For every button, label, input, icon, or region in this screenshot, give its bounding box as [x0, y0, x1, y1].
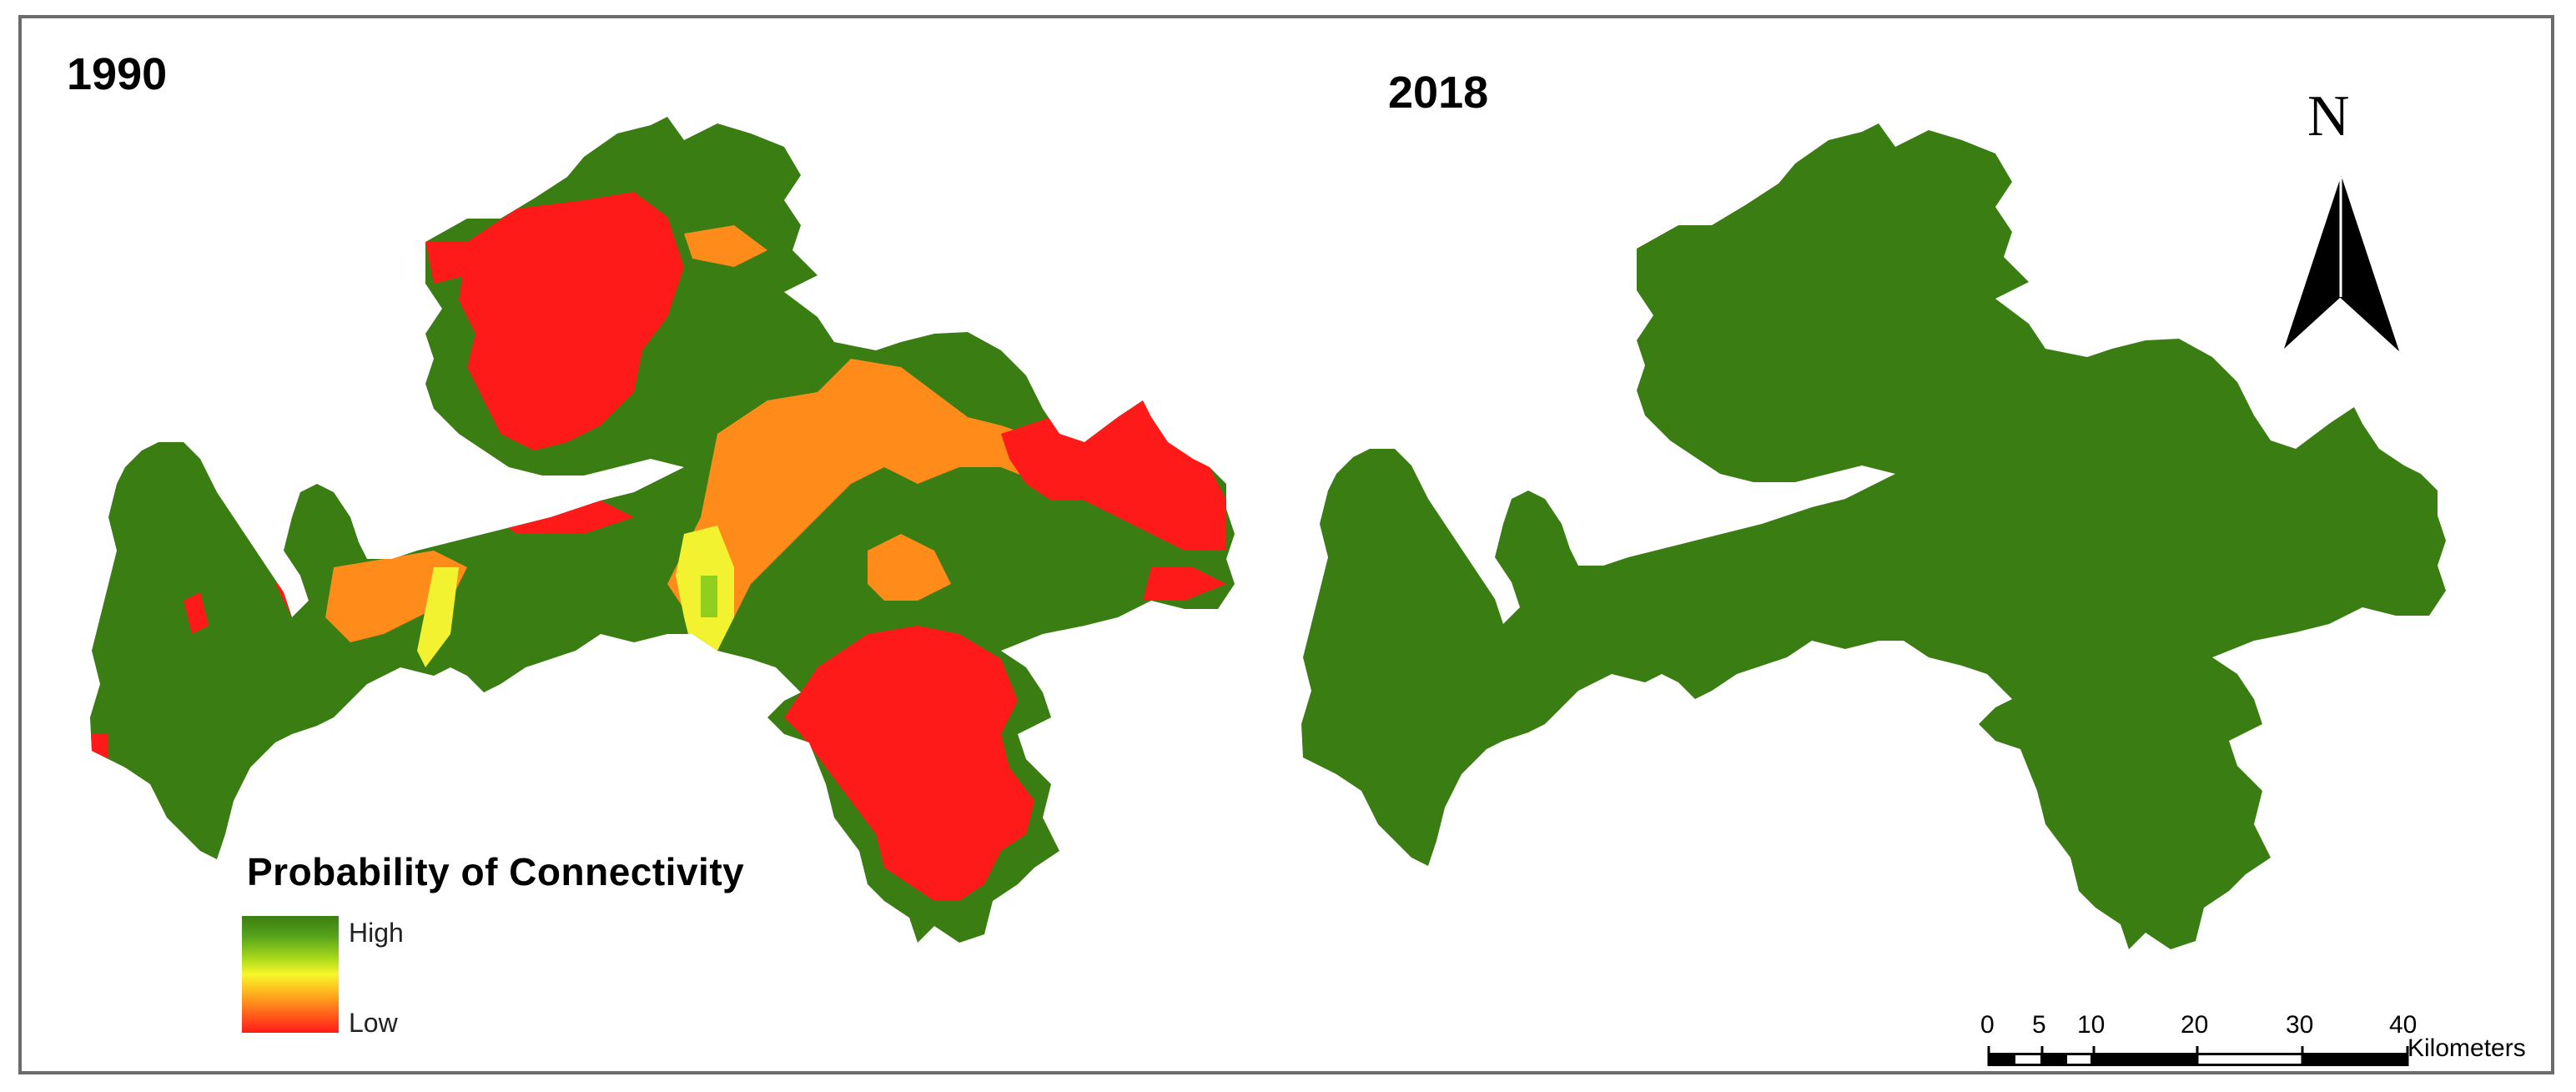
patch-low — [1143, 567, 1226, 601]
panel-title-1990: 1990 — [67, 49, 168, 99]
legend-high-label: High — [349, 918, 404, 948]
north-arrow-icon — [2284, 176, 2400, 352]
patch-medium — [667, 359, 1076, 634]
scale-tick-label: 30 — [2286, 1011, 2314, 1039]
region-base-2018 — [1301, 123, 2446, 949]
patch-medium — [868, 534, 951, 601]
scale-tick-label: 0 — [1980, 1011, 1995, 1039]
patch-low — [184, 592, 209, 634]
map-2018 — [1301, 123, 2446, 949]
patch-medium-high — [417, 567, 459, 667]
legend-color-ramp — [242, 916, 339, 1033]
scale-tick-label: 20 — [2181, 1011, 2209, 1039]
patch-medium — [684, 225, 767, 267]
patch-low — [1001, 400, 1226, 551]
scale-units-label: Kilometers — [2407, 1034, 2526, 1062]
patch-medium-high — [701, 576, 717, 617]
patch-medium — [325, 551, 467, 642]
scale-tick-label: 40 — [2389, 1011, 2418, 1039]
panel-title-2018: 2018 — [1388, 68, 1489, 118]
patch-low — [459, 192, 684, 450]
patch-low — [492, 501, 634, 534]
map-1990 — [90, 117, 1235, 943]
patch-low — [784, 626, 1034, 901]
legend-low-label: Low — [349, 1008, 398, 1038]
scale-tick-label: 5 — [2032, 1011, 2046, 1039]
scale-bar — [1987, 1046, 2409, 1066]
patch-low — [90, 734, 108, 767]
north-label: N — [2307, 84, 2350, 148]
legend-title: Probability of Connectivity — [247, 850, 745, 893]
scale-tick-label: 10 — [2077, 1011, 2106, 1039]
patch-low — [425, 242, 467, 284]
